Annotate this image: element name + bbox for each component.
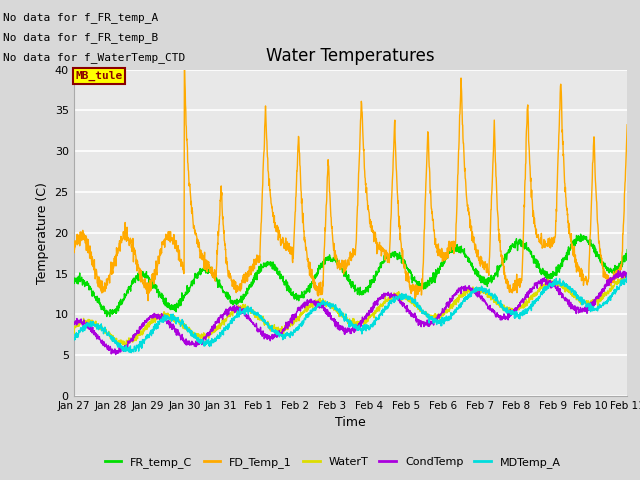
Text: No data for f_FR_temp_B: No data for f_FR_temp_B (3, 32, 159, 43)
Text: No data for f_FR_temp_A: No data for f_FR_temp_A (3, 12, 159, 23)
Text: MB_tule: MB_tule (76, 71, 123, 82)
Title: Water Temperatures: Water Temperatures (266, 47, 435, 65)
X-axis label: Time: Time (335, 417, 366, 430)
Legend: FR_temp_C, FD_Temp_1, WaterT, CondTemp, MDTemp_A: FR_temp_C, FD_Temp_1, WaterT, CondTemp, … (100, 452, 565, 472)
Y-axis label: Temperature (C): Temperature (C) (36, 182, 49, 284)
Text: No data for f_WaterTemp_CTD: No data for f_WaterTemp_CTD (3, 52, 186, 63)
